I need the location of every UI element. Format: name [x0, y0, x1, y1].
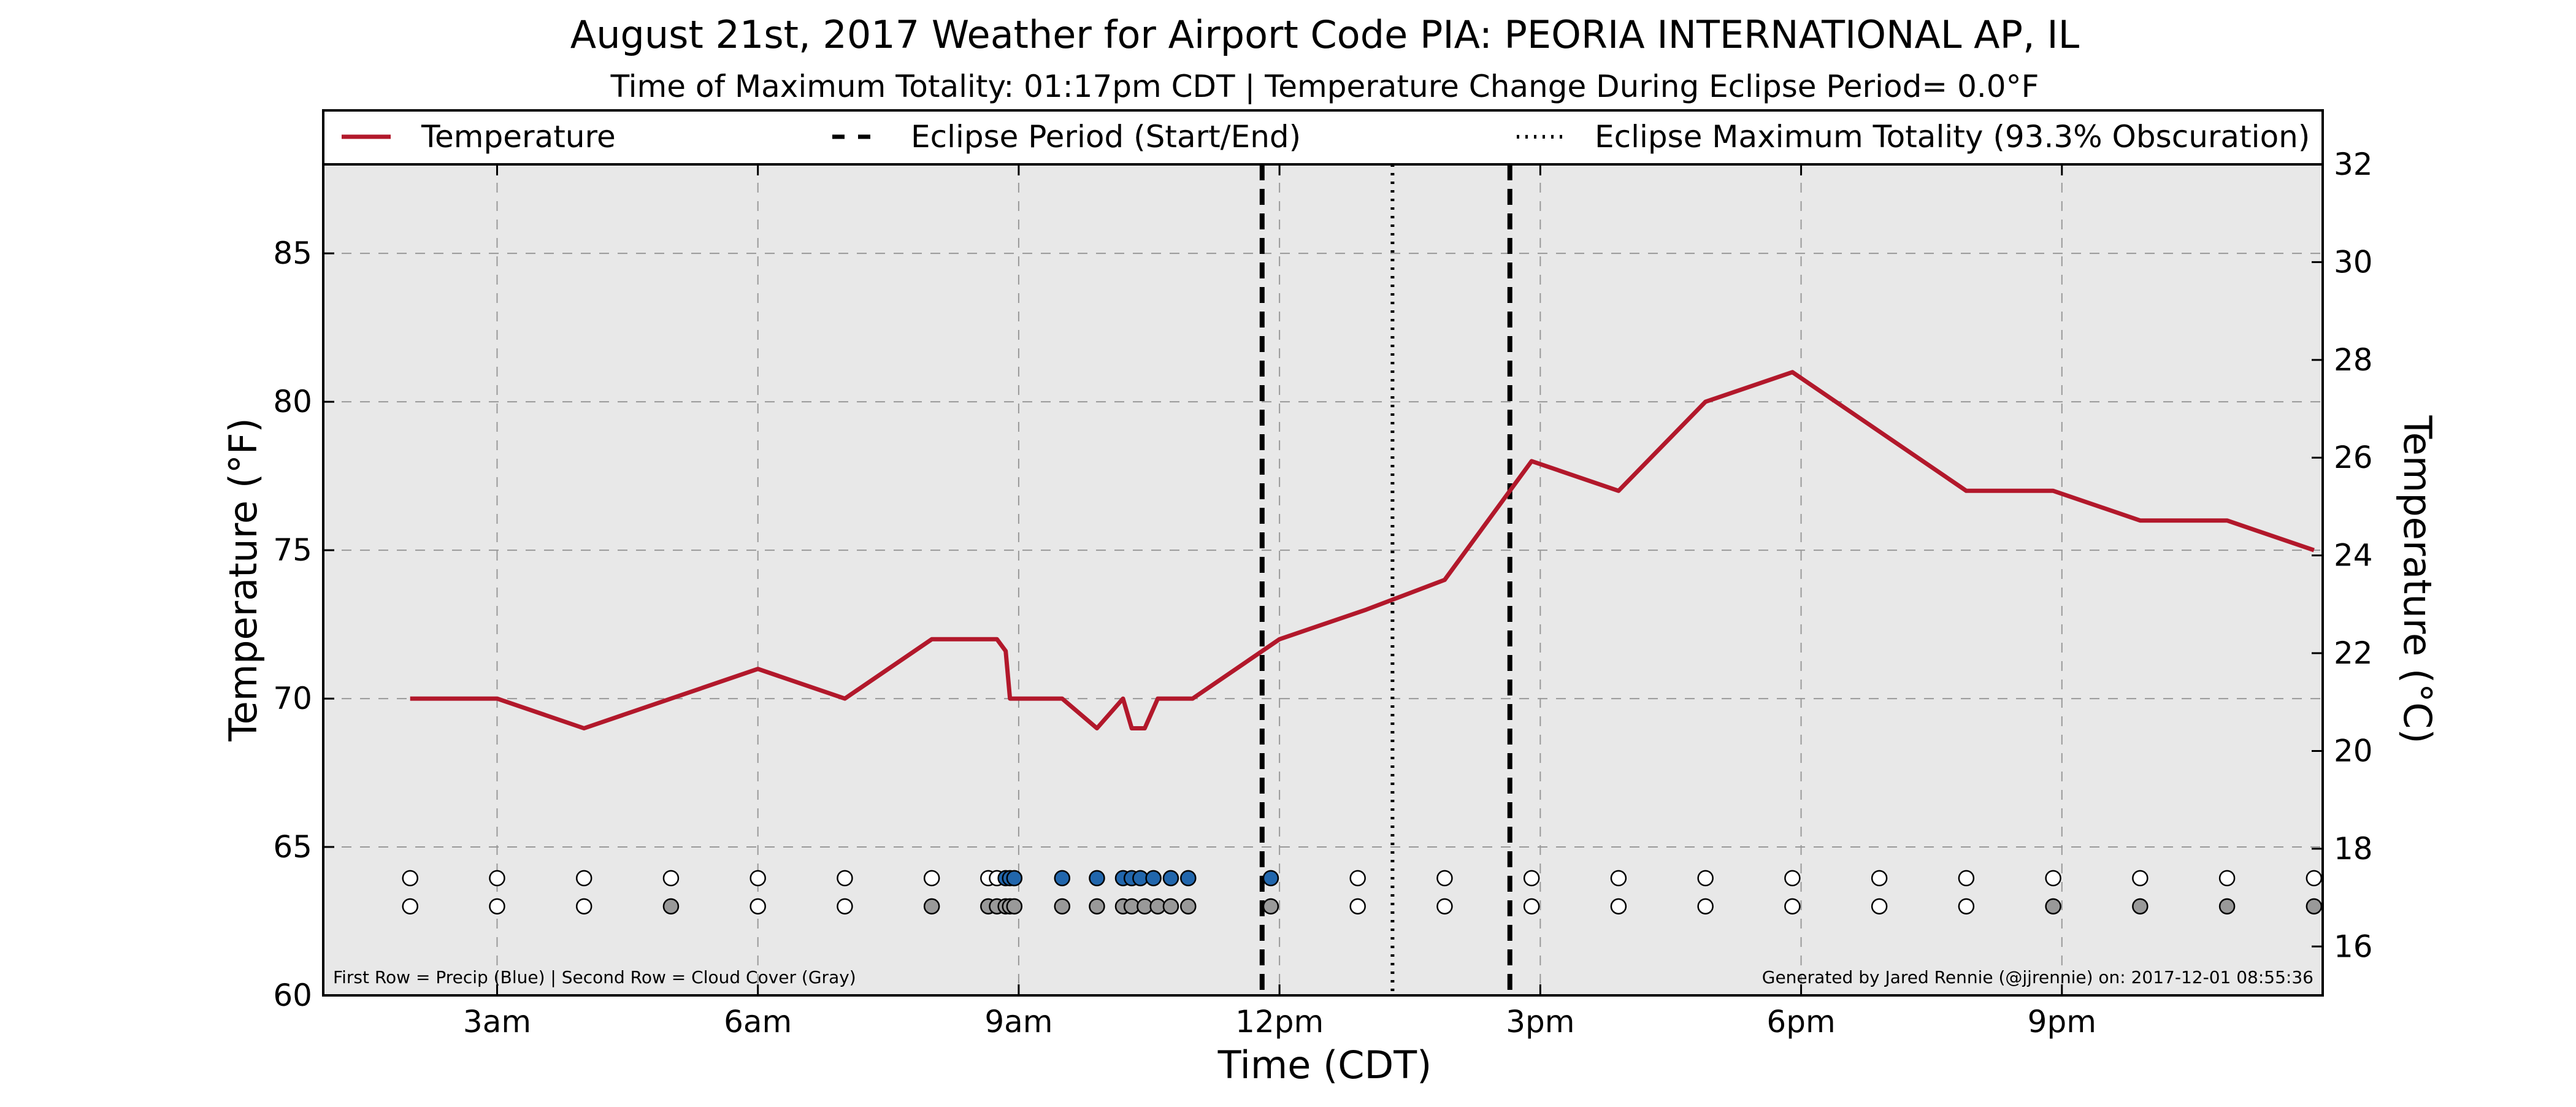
- cloud-cover-dot: [2306, 898, 2323, 915]
- x-tick-label: 12pm: [1235, 1004, 1324, 1040]
- precip-dot: [1784, 870, 1801, 887]
- legend-temperature-label: Temperature: [421, 119, 616, 155]
- footnote-left: First Row = Precip (Blue) | Second Row =…: [333, 967, 856, 987]
- legend-box: [322, 109, 2324, 166]
- cloud-cover-dot: [1697, 898, 1714, 915]
- precip-dot: [1089, 870, 1105, 887]
- y-right-tick-label: 16: [2334, 929, 2373, 964]
- x-tick-label: 9pm: [2028, 1004, 2096, 1040]
- precip-dot: [1145, 870, 1162, 887]
- x-axis-ticks: 3am 6am 9am 12pm 3pm 6pm 9pm: [463, 164, 2096, 1040]
- y-tick-label: 70: [273, 681, 312, 716]
- x-tick-label: 6pm: [1766, 1004, 1835, 1040]
- y-right-tick-label: 22: [2334, 635, 2373, 671]
- precip-dot: [1523, 870, 1540, 887]
- y-right-tick-label: 32: [2334, 147, 2373, 182]
- y-tick-label: 85: [273, 236, 312, 271]
- precip-dot: [575, 870, 592, 887]
- precip-dot: [402, 870, 418, 887]
- chart-subtitle: Time of Maximum Totality: 01:17pm CDT | …: [610, 69, 2039, 104]
- precip-dot: [1054, 870, 1071, 887]
- x-axis-label: Time (CDT): [1217, 1043, 1432, 1087]
- cloud-cover-dot: [837, 898, 853, 915]
- obs-dots: [402, 870, 2323, 915]
- precip-dot: [837, 870, 853, 887]
- cloud-cover-dot: [1958, 898, 1975, 915]
- y-right-tick-label: 18: [2334, 831, 2373, 867]
- precip-dot: [2132, 870, 2149, 887]
- temperature-line: [410, 370, 2315, 730]
- legend-max-totality-label: Eclipse Maximum Totality (93.3% Obscurat…: [1595, 119, 2310, 155]
- footnote-right: Generated by Jared Rennie (@jjrennie) on…: [1762, 967, 2313, 987]
- cloud-cover-dot: [1006, 898, 1023, 915]
- cloud-cover-dot: [1610, 898, 1627, 915]
- precip-dot: [2045, 870, 2061, 887]
- grid-layer: [323, 164, 2323, 995]
- cloud-cover-dot: [1054, 898, 1071, 915]
- precip-dot: [1436, 870, 1453, 887]
- x-tick-label: 3pm: [1506, 1004, 1574, 1040]
- precip-dot: [1006, 870, 1023, 887]
- y-right-tick-label: 30: [2334, 244, 2373, 280]
- cloud-cover-dot: [1162, 898, 1179, 915]
- precip-dot: [2306, 870, 2323, 887]
- cloud-cover-dot: [1784, 898, 1801, 915]
- cloud-cover-dot: [1436, 898, 1453, 915]
- precip-dot: [2218, 870, 2236, 887]
- cloud-cover-dot: [2045, 898, 2061, 915]
- precip-dot: [1162, 870, 1179, 887]
- cloud-cover-dot: [2132, 898, 2149, 915]
- y-tick-label: 60: [273, 978, 312, 1013]
- y-axis-label: Temperature (°F): [221, 418, 266, 741]
- cloud-cover-dot: [575, 898, 592, 915]
- eclipse-lines: [1259, 164, 1512, 995]
- legend-eclipse-period-label: Eclipse Period (Start/End): [911, 119, 1301, 155]
- precip-dot: [662, 870, 680, 887]
- cloud-cover-dot: [1180, 898, 1197, 915]
- y-axis-right-ticks: 16 18 20 22 24 26 28 30 32: [2312, 147, 2373, 964]
- y-tick-label: 75: [273, 532, 312, 568]
- x-tick-label: 6am: [724, 1004, 792, 1040]
- y-axis-right-label: Temperature (°C): [2395, 415, 2440, 743]
- y-right-tick-label: 26: [2334, 440, 2373, 475]
- cloud-cover-dot: [1349, 898, 1366, 915]
- cloud-cover-dot: [749, 898, 766, 915]
- precip-dot: [1697, 870, 1714, 887]
- plot-area: [323, 164, 2323, 995]
- cloud-cover-dot: [1871, 898, 1888, 915]
- precip-dot: [1958, 870, 1975, 887]
- precip-dot: [489, 870, 505, 887]
- cloud-cover-dot: [1523, 898, 1540, 915]
- cloud-cover-dot: [2218, 898, 2236, 915]
- cloud-cover-dot: [1089, 898, 1105, 915]
- precip-dot: [1610, 870, 1627, 887]
- y-right-tick-label: 28: [2334, 342, 2373, 378]
- x-tick-label: 9am: [984, 1004, 1052, 1040]
- cloud-cover-dot: [402, 898, 418, 915]
- precip-dot: [749, 870, 766, 887]
- y-axis-ticks: 60 65 70 75 80 85: [273, 236, 334, 1013]
- y-tick-label: 80: [273, 384, 312, 419]
- cloud-cover-dot: [489, 898, 505, 915]
- cloud-cover-dot: [662, 898, 680, 915]
- y-right-tick-label: 20: [2334, 733, 2373, 768]
- precip-dot: [1871, 870, 1888, 887]
- precip-dot: [923, 870, 940, 887]
- precip-dot: [1349, 870, 1366, 887]
- y-tick-label: 65: [273, 829, 312, 865]
- cloud-cover-dot: [923, 898, 940, 915]
- temperature-series: [410, 370, 2315, 730]
- x-tick-label: 3am: [463, 1004, 531, 1040]
- chart-title: August 21st, 2017 Weather for Airport Co…: [570, 12, 2080, 57]
- cloud-cover-dot: [1262, 898, 1279, 915]
- precip-dot: [1262, 870, 1279, 887]
- y-right-tick-label: 24: [2334, 538, 2373, 573]
- precip-dot: [1180, 870, 1197, 887]
